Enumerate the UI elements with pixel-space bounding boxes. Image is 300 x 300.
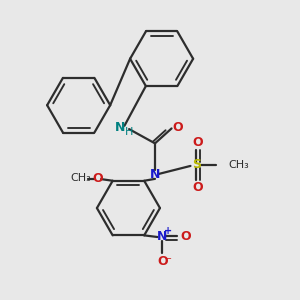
Text: O: O xyxy=(92,172,103,185)
Text: O: O xyxy=(193,181,203,194)
Text: O: O xyxy=(172,121,183,134)
Text: N: N xyxy=(157,230,168,242)
Text: S: S xyxy=(192,158,201,171)
Text: ⁻: ⁻ xyxy=(165,256,171,267)
Text: CH₃: CH₃ xyxy=(71,173,92,183)
Text: N: N xyxy=(115,121,125,134)
Text: O: O xyxy=(157,255,168,268)
Text: H: H xyxy=(125,128,133,137)
Text: O: O xyxy=(193,136,203,149)
Text: N: N xyxy=(150,168,160,182)
Text: O: O xyxy=(180,230,190,242)
Text: CH₃: CH₃ xyxy=(228,160,249,170)
Text: +: + xyxy=(164,226,172,236)
